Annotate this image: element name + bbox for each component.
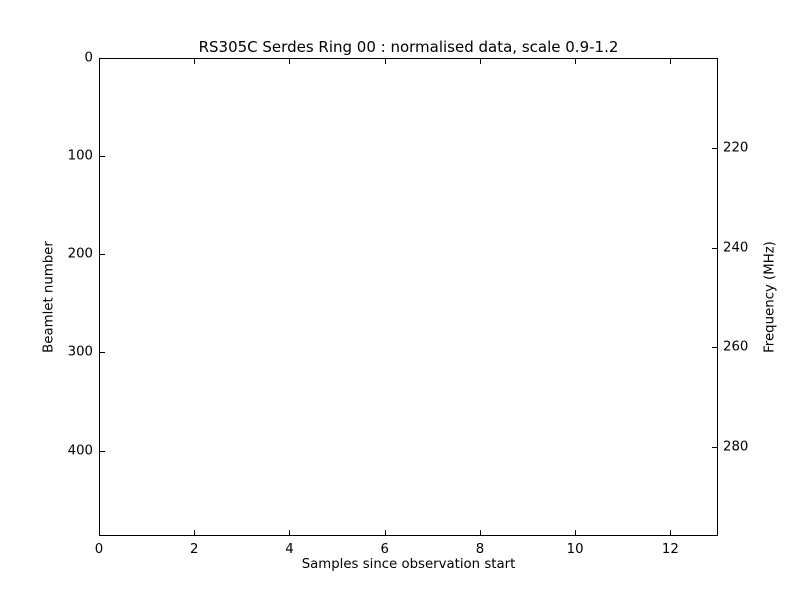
y-tick-mark-left [100, 58, 105, 59]
x-axis-label: Samples since observation start [301, 557, 516, 572]
x-tick-mark-bottom [670, 530, 672, 535]
x-tick-label: 2 [189, 542, 199, 557]
x-tick-label: 12 [661, 542, 679, 557]
y-tick-label-right: 240 [723, 240, 749, 256]
x-tick-label: 8 [475, 542, 485, 557]
x-tick-mark-top [670, 59, 672, 64]
x-tick-label: 0 [94, 542, 104, 557]
x-tick-mark-bottom [479, 530, 481, 535]
y-tick-mark-left [100, 156, 105, 158]
x-tick-mark-bottom [384, 530, 386, 535]
chart-title: RS305C Serdes Ring 00 : normalised data,… [198, 38, 619, 56]
x-tick-label: 10 [566, 542, 584, 557]
y-tick-mark-left [100, 450, 105, 452]
x-tick-label: 6 [380, 542, 389, 557]
y-tick-label-left: 400 [67, 443, 93, 459]
y-tick-mark-left [100, 254, 105, 256]
x-tick-mark-top [575, 59, 577, 64]
y-tick-label-left: 0 [84, 50, 93, 66]
x-tick-mark-bottom [99, 530, 100, 535]
y-tick-mark-left [100, 352, 105, 354]
x-tick-mark-top [479, 59, 481, 64]
x-tick-mark-bottom [575, 530, 577, 535]
x-tick-mark-top [194, 59, 196, 64]
y-tick-mark-right [712, 247, 717, 249]
y-tick-label-right: 280 [723, 439, 749, 455]
y-tick-mark-right [712, 347, 717, 349]
x-tick-mark-top [99, 59, 100, 64]
y-axis-label-right: Frequency (MHz) [762, 241, 778, 353]
x-tick-mark-bottom [289, 530, 291, 535]
x-tick-mark-bottom [194, 530, 196, 535]
y-tick-label-right: 260 [723, 339, 749, 355]
y-tick-label-left: 300 [67, 344, 93, 360]
x-tick-mark-top [384, 59, 386, 64]
y-tick-label-left: 200 [67, 246, 93, 262]
plot-area [99, 58, 718, 536]
y-tick-mark-right [712, 447, 717, 449]
x-tick-label: 4 [285, 542, 294, 557]
x-tick-mark-top [289, 59, 291, 64]
y-axis-label-left: Beamlet number [41, 241, 57, 353]
y-tick-label-right: 220 [723, 140, 749, 156]
y-tick-label-left: 100 [67, 148, 93, 164]
y-tick-mark-right [712, 147, 717, 149]
